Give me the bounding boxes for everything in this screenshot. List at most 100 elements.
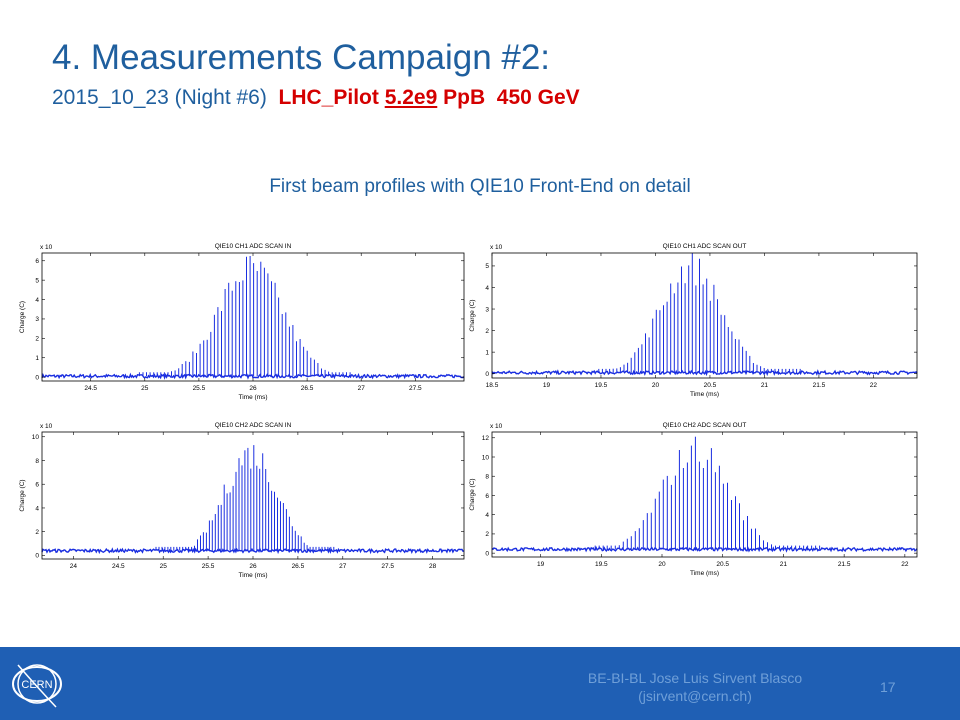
x-tick-label: 25 (160, 563, 168, 570)
slide-title: 4. Measurements Campaign #2: (52, 38, 551, 77)
x-tick-label: 28 (429, 563, 437, 570)
chart-1: QIE10 CH1 ADC SCAN IN x 10 Charge (C) Time … (19, 243, 465, 401)
baseline-trace (491, 546, 918, 553)
x-axis-label: Time (ms) (238, 394, 267, 401)
y-tick-label: 4 (485, 512, 489, 519)
y-tick-label: 12 (482, 435, 490, 442)
x-tick-label: 27.5 (381, 563, 394, 570)
x-tick-label: 27 (339, 563, 347, 570)
y-tick-label: 10 (32, 434, 40, 441)
x-tick-label: 20 (658, 561, 666, 568)
slide-subtitle: 2015_10_23 (Night #6) LHC_Pilot 5.2e9 Pp… (52, 86, 580, 110)
x-tick-label: 24.5 (84, 385, 97, 392)
slide-caption: First beam profiles with QIE10 Front-End… (269, 176, 691, 197)
subtitle-energy: 450 GeV (496, 86, 580, 109)
x-tick-label: 19 (543, 382, 551, 389)
chart-2: QIE10 CH1 ADC SCAN OUT x 10 Charge (C) Time… (469, 243, 918, 398)
y-tick-label: 0 (485, 371, 489, 378)
subtitle-ppb: PpB (443, 86, 486, 109)
y-tick-label: 6 (35, 258, 39, 265)
x-tick-label: 19 (537, 561, 545, 568)
y-multiplier: x 10 (40, 244, 53, 251)
x-axis-label: Time (ms) (690, 391, 719, 398)
plot-frame (41, 431, 465, 560)
y-multiplier: x 10 (490, 423, 503, 430)
subtitle-night: (Night #6) (174, 86, 267, 109)
baseline-trace (41, 372, 465, 380)
y-tick-label: 6 (485, 493, 489, 500)
y-tick-label: 3 (35, 316, 39, 323)
x-tick-label: 26.5 (292, 563, 305, 570)
baseline-trace (491, 369, 918, 377)
y-tick-label: 0 (35, 553, 39, 560)
logo-text: CERN (21, 679, 52, 691)
y-tick-label: 3 (485, 306, 489, 313)
x-tick-label: 21 (780, 561, 788, 568)
y-tick-label: 5 (485, 263, 489, 270)
x-tick-label: 27.5 (409, 385, 422, 392)
y-tick-label: 2 (35, 529, 39, 536)
x-tick-label: 27 (358, 385, 366, 392)
y-tick-label: 0 (485, 550, 489, 557)
y-tick-label: 4 (485, 285, 489, 292)
baseline-trace (41, 547, 465, 555)
page-number: 17 (880, 679, 896, 695)
x-tick-label: 26 (249, 385, 257, 392)
y-tick-label: 4 (35, 505, 39, 512)
x-tick-label: 25.5 (202, 563, 215, 570)
x-axis-label: Time (ms) (690, 570, 719, 577)
chart-title: QIE10 CH1 ADC SCAN OUT (663, 243, 747, 250)
footer-bar: CERN BE-BI-BL Jose Luis Sirvent Blasco (… (0, 647, 960, 720)
y-tick-label: 1 (485, 349, 489, 356)
x-tick-label: 24.5 (112, 563, 125, 570)
x-tick-label: 22 (901, 561, 909, 568)
y-tick-label: 10 (482, 454, 490, 461)
x-tick-label: 26.5 (301, 385, 314, 392)
footer-author: BE-BI-BL Jose Luis Sirvent Blasco (jsirv… (560, 669, 830, 705)
footer-line-1: BE-BI-BL Jose Luis Sirvent Blasco (587, 670, 803, 686)
y-tick-label: 1 (35, 355, 39, 362)
x-tick-label: 20.5 (716, 561, 729, 568)
x-tick-label: 20.5 (704, 382, 717, 389)
x-tick-label: 21 (761, 382, 769, 389)
chart-title: QIE10 CH1 ADC SCAN IN (215, 243, 292, 250)
y-tick-label: 8 (485, 474, 489, 481)
x-tick-label: 20 (652, 382, 660, 389)
y-tick-label: 0 (35, 374, 39, 381)
y-multiplier: x 10 (40, 423, 53, 430)
x-axis-label: Time (ms) (238, 572, 267, 579)
subtitle-date: 2015_10_23 (52, 86, 169, 109)
y-tick-label: 6 (35, 482, 39, 489)
y-tick-label: 2 (35, 336, 39, 343)
footer-line-2: (jsirvent@cern.ch) (638, 688, 752, 704)
x-tick-label: 21.5 (813, 382, 826, 389)
x-tick-label: 25 (141, 385, 149, 392)
y-axis-label: Charge (C) (469, 299, 476, 331)
cern-logo-icon: CERN (12, 664, 62, 708)
chart-3: QIE10 CH2 ADC SCAN IN x 10 Charge (C) Time … (19, 422, 465, 579)
plot-frame (491, 252, 918, 379)
chart-4: QIE10 CH2 ADC SCAN OUT x 10 Charge (C) Time… (469, 422, 918, 577)
x-tick-label: 26 (249, 563, 257, 570)
subtitle-intensity: 5.2e9 (384, 86, 438, 109)
y-axis-label: Charge (C) (19, 479, 26, 511)
chart-title: QIE10 CH2 ADC SCAN OUT (663, 422, 747, 429)
y-tick-label: 8 (35, 458, 39, 465)
chart-grid: QIE10 CH1 ADC SCAN IN x 10 Charge (C) Time … (19, 243, 918, 579)
subtitle-beam: LHC_Pilot (278, 86, 379, 109)
y-axis-label: Charge (C) (19, 301, 26, 333)
x-tick-label: 22 (870, 382, 878, 389)
x-tick-label: 18.5 (486, 382, 499, 389)
y-axis-label: Charge (C) (469, 478, 476, 510)
x-tick-label: 24 (70, 563, 78, 570)
plot-frame (491, 431, 918, 558)
x-tick-label: 21.5 (838, 561, 851, 568)
y-tick-label: 2 (485, 328, 489, 335)
x-tick-label: 19.5 (595, 382, 608, 389)
x-tick-label: 19.5 (595, 561, 608, 568)
y-multiplier: x 10 (490, 244, 503, 251)
chart-title: QIE10 CH2 ADC SCAN IN (215, 422, 292, 429)
y-tick-label: 5 (35, 277, 39, 284)
y-tick-label: 2 (485, 531, 489, 538)
plot-frame (41, 252, 465, 382)
